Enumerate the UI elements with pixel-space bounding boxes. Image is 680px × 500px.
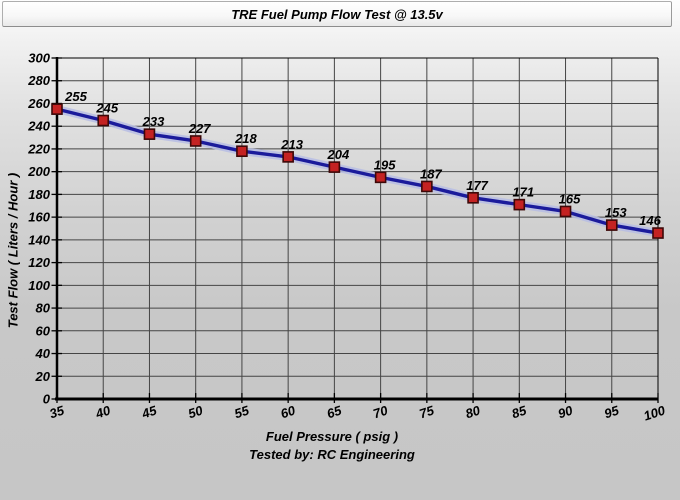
x-tick-label: 85 xyxy=(510,402,529,421)
data-point-marker xyxy=(97,114,110,127)
y-tick-label: 80 xyxy=(36,301,51,316)
data-point-label: 171 xyxy=(512,185,534,200)
y-tick-label: 220 xyxy=(27,141,50,156)
y-tick-label: 20 xyxy=(35,369,51,384)
x-tick-label: 35 xyxy=(48,402,67,421)
chart-title-box: TRE Fuel Pump Flow Test @ 13.5v xyxy=(2,1,672,27)
y-tick-label: 120 xyxy=(28,255,50,270)
y-tick-label: 100 xyxy=(28,278,50,293)
y-axis-title: Test Flow ( Liters / Hour ) xyxy=(5,172,21,329)
data-point-marker xyxy=(652,227,664,239)
x-tick-label: 95 xyxy=(602,402,621,421)
data-point-marker xyxy=(559,205,572,218)
x-tick-label: 65 xyxy=(325,402,344,421)
y-tick-label: 60 xyxy=(36,323,51,338)
data-point-marker xyxy=(605,219,618,231)
series-line xyxy=(55,107,660,235)
data-point-marker xyxy=(236,145,248,158)
data-point-label: 213 xyxy=(280,137,303,152)
x-tick-label: 45 xyxy=(139,402,159,421)
data-point-label: 195 xyxy=(374,157,396,172)
data-point-label: 204 xyxy=(327,147,350,162)
data-point-marker xyxy=(421,180,433,193)
x-tick-label: 75 xyxy=(417,402,436,421)
y-tick-label: 180 xyxy=(28,187,50,202)
data-point-marker xyxy=(374,171,387,184)
x-tick-label: 100 xyxy=(642,402,668,423)
data-point-marker xyxy=(189,135,202,147)
data-point-label: 255 xyxy=(64,89,87,104)
y-tick-label: 40 xyxy=(35,346,51,361)
y-tick-label: 280 xyxy=(27,73,50,88)
data-point-marker xyxy=(282,151,294,163)
x-tick-label: 40 xyxy=(93,402,113,421)
data-point-marker xyxy=(51,103,63,115)
data-point-label: 165 xyxy=(559,191,581,206)
data-point-label: 233 xyxy=(142,114,165,129)
data-point-label: 218 xyxy=(234,131,257,146)
data-point-label: 245 xyxy=(95,101,118,116)
data-point-marker xyxy=(513,198,526,211)
data-point-label: 153 xyxy=(605,205,627,220)
y-tick-label: 300 xyxy=(28,51,50,66)
data-point-label: 146 xyxy=(639,213,661,228)
tested-by-note: Tested by: RC Engineering xyxy=(249,447,415,462)
x-tick-label: 50 xyxy=(186,402,205,421)
data-point-marker xyxy=(143,128,156,140)
data-point-marker xyxy=(467,192,479,204)
y-tick-label: 0 xyxy=(43,392,51,407)
data-point-label: 177 xyxy=(466,178,488,193)
x-tick-label: 60 xyxy=(279,402,298,421)
x-tick-label: 70 xyxy=(371,402,390,421)
y-tick-label: 240 xyxy=(27,119,50,134)
x-tick-label: 90 xyxy=(556,402,575,421)
data-point-label: 187 xyxy=(420,166,442,181)
x-tick-label: 80 xyxy=(464,402,483,421)
x-axis-title: Fuel Pressure ( psig ) xyxy=(265,429,399,444)
x-tick-label: 55 xyxy=(232,402,251,421)
chart-title: TRE Fuel Pump Flow Test @ 13.5v xyxy=(231,6,443,22)
y-tick-label: 260 xyxy=(27,96,50,111)
y-tick-label: 160 xyxy=(28,210,50,225)
y-tick-label: 200 xyxy=(27,164,50,179)
data-point-marker xyxy=(328,161,341,173)
data-point-label: 227 xyxy=(188,121,211,136)
y-tick-label: 140 xyxy=(28,232,50,247)
